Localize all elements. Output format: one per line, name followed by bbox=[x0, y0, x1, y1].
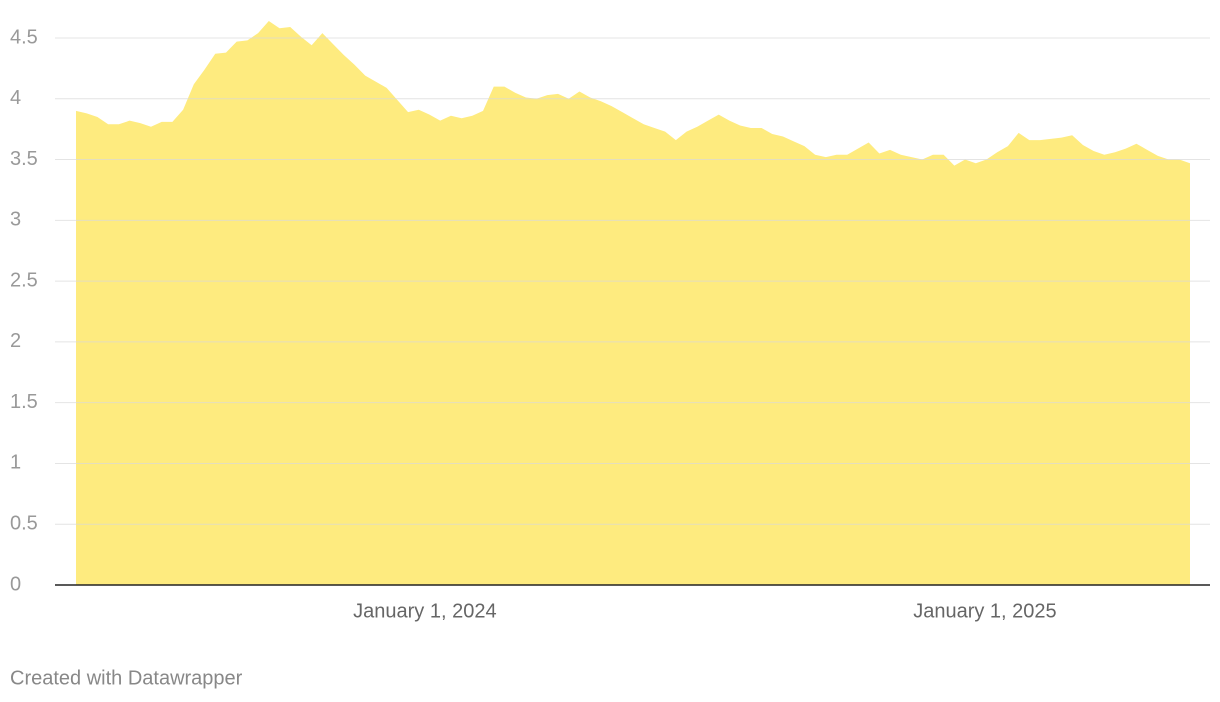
x-tick-label: January 1, 2024 bbox=[353, 600, 496, 622]
credit: Created with Datawrapper bbox=[10, 667, 243, 689]
y-tick-label: 0 bbox=[10, 573, 21, 595]
x-tick-label: January 1, 2025 bbox=[913, 600, 1056, 622]
area bbox=[76, 20, 1190, 585]
y-tick-label: 3.5 bbox=[10, 148, 38, 170]
y-tick-label: 2 bbox=[10, 330, 21, 352]
y-tick-label: 2.5 bbox=[10, 269, 38, 291]
y-tick-label: 1.5 bbox=[10, 391, 38, 413]
y-tick-label: 3 bbox=[10, 209, 21, 231]
y-tick-label: 0.5 bbox=[10, 513, 38, 535]
y-tick-label: 1 bbox=[10, 452, 21, 474]
y-tick-label: 4 bbox=[10, 87, 21, 109]
y-tick-label: 4.5 bbox=[10, 26, 38, 48]
